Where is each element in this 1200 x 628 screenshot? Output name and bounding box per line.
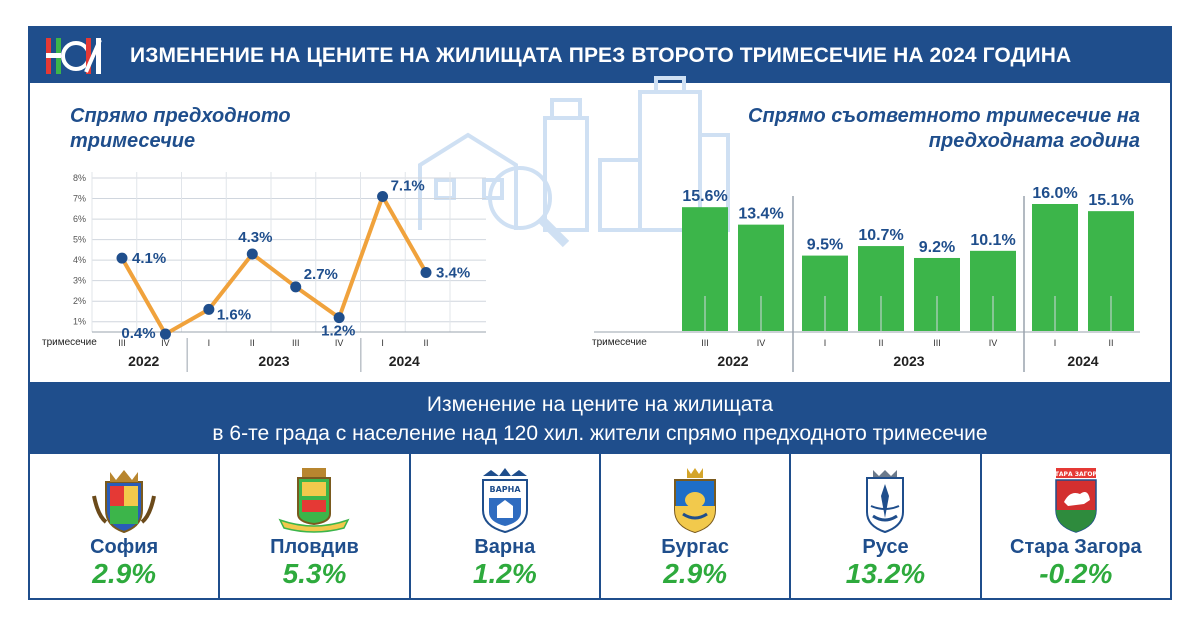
bar-chart: 15.6% 13.4% 9.5% 10.7% 9.2% 10.1% 16.0% 15.1% тр…	[592, 185, 1140, 372]
city-name: София	[90, 536, 159, 558]
varna-crest-icon: ВАРНА	[481, 468, 528, 534]
city-value: 5.3%	[282, 558, 347, 589]
right-chart-subtitle: Спрямо съответното тримесечие на предход…	[748, 105, 1140, 152]
city-card-ruse: Русе 13.2%	[791, 454, 982, 598]
data-label: 7.1%	[391, 177, 425, 194]
x-tick-label: II	[1108, 338, 1113, 348]
y-tick-label: 6%	[73, 214, 86, 224]
x-tick-label: I	[381, 338, 384, 348]
line-chart: 1% 2% 3% 4% 5% 6% 7% 8% 4.1% 0.4% 1.6% 4.3% 2.7% 1.2%…	[42, 172, 486, 372]
bar-data-label: 10.1%	[970, 232, 1015, 249]
x-tick-label: III	[933, 338, 941, 348]
year-label: 2022	[128, 353, 159, 369]
data-label: 2.7%	[304, 266, 338, 283]
city-value: 2.9%	[663, 558, 728, 589]
infographic-frame	[28, 26, 1172, 600]
city-card-stara-zagora: СТАРА ЗАГОРА Стара Загора -0.2%	[982, 454, 1170, 598]
nsi-logo	[46, 38, 102, 74]
y-tick-label: 8%	[73, 173, 86, 183]
banner-line-2: в 6-те града с население над 120 хил. жи…	[212, 422, 988, 445]
city-card-varna: ВАРНА Варна 1.2%	[411, 454, 601, 598]
x-tick-label: IV	[757, 338, 766, 348]
city-value: 13.2%	[845, 558, 926, 589]
banner-line-1: Изменение на цените на жилищата	[426, 393, 774, 416]
year-label: 2022	[717, 353, 748, 369]
data-point	[290, 281, 302, 293]
burgas-crest-icon	[674, 468, 717, 534]
left-chart-subtitle: Спрямо предходното тримесечие	[70, 105, 291, 152]
city-name: Бургас	[661, 536, 730, 558]
x-tick-label: IV	[161, 338, 170, 348]
y-tick-label: 3%	[73, 276, 86, 286]
year-label: 2023	[893, 353, 924, 369]
bar-data-label: 9.5%	[807, 237, 843, 254]
city-name: Стара Загора	[1010, 536, 1142, 558]
header-bar: ИЗМЕНЕНИЕ НА ЦЕНИТЕ НА ЖИЛИЩАТА ПРЕЗ ВТО…	[30, 28, 1170, 83]
data-point	[246, 248, 258, 260]
data-point	[333, 312, 345, 324]
data-point	[116, 252, 128, 264]
city-illustration-icon	[418, 76, 730, 248]
y-tick-label: 1%	[73, 317, 86, 327]
stara-zagora-crest-icon: СТАРА ЗАГОРА	[1050, 468, 1102, 533]
city-card-burgas: Бургас 2.9%	[601, 454, 792, 598]
data-label: 4.1%	[132, 250, 166, 267]
city-card-sofia: София 2.9%	[30, 454, 221, 598]
year-label: 2023	[258, 353, 289, 369]
data-label: 1.6%	[217, 306, 251, 323]
charts-area: 1% 2% 3% 4% 5% 6% 7% 8% 4.1% 0.4% 1.6% 4.3% 2.7% 1.2%…	[42, 76, 1140, 372]
city-value: 2.9%	[92, 558, 157, 589]
x-tick-label: II	[250, 338, 255, 348]
x-tick-label: IV	[989, 338, 998, 348]
sofia-crest-icon	[92, 470, 157, 534]
city-name: Русе	[862, 536, 909, 558]
bar-data-label: 15.1%	[1088, 192, 1133, 209]
y-tick-label: 7%	[73, 194, 86, 204]
bar-data-label: 9.2%	[919, 239, 955, 256]
data-label: 3.4%	[436, 264, 470, 281]
x-tick-label: IV	[335, 338, 344, 348]
city-name: Варна	[474, 536, 536, 558]
x-tick-label: I	[208, 338, 211, 348]
x-tick-label: II	[878, 338, 883, 348]
year-label: 2024	[389, 353, 420, 369]
x-tick-label: III	[292, 338, 300, 348]
city-name: Пловдив	[270, 536, 359, 558]
city-card-plovdiv: Пловдив 5.3%	[220, 454, 411, 598]
x-tick-label: III	[118, 338, 126, 348]
year-label: 2024	[1067, 353, 1098, 369]
x-tick-label: III	[701, 338, 709, 348]
data-point	[203, 303, 215, 315]
y-tick-label: 4%	[73, 255, 86, 265]
data-label: 4.3%	[238, 229, 272, 246]
city-value: -0.2%	[1039, 558, 1113, 589]
bar-data-label: 10.7%	[858, 227, 903, 244]
cities-row: София 2.9% Пловдив 5.3% ВАРНА Варна 1.2%	[30, 454, 1170, 598]
data-label: 1.2%	[321, 323, 355, 340]
quarter-row-label: тримесечие	[592, 337, 647, 348]
plovdiv-crest-icon	[278, 468, 350, 533]
y-tick-label: 2%	[73, 296, 86, 306]
bar-data-label: 16.0%	[1032, 185, 1077, 202]
svg-text:СТАРА ЗАГОРА: СТАРА ЗАГОРА	[1050, 471, 1101, 478]
x-tick-label: II	[423, 338, 428, 348]
ruse-crest-icon	[866, 470, 905, 534]
data-point	[377, 190, 389, 202]
data-label: 0.4%	[121, 325, 155, 342]
header-title: ИЗМЕНЕНИЕ НА ЦЕНИТЕ НА ЖИЛИЩАТА ПРЕЗ ВТО…	[130, 44, 1072, 67]
bar-data-label: 15.6%	[682, 188, 727, 205]
data-point	[159, 328, 171, 340]
city-value: 1.2%	[472, 558, 537, 589]
x-tick-label: I	[824, 338, 827, 348]
svg-text:ВАРНА: ВАРНА	[489, 485, 521, 494]
cities-banner: Изменение на цените на жилищата в 6-те г…	[30, 382, 1170, 454]
y-tick-label: 5%	[73, 235, 86, 245]
series-line	[120, 194, 428, 337]
quarter-row-label: тримесечие	[42, 337, 97, 348]
x-tick-label: I	[1054, 338, 1057, 348]
data-point	[420, 266, 432, 278]
bar-data-label: 13.4%	[738, 206, 783, 223]
